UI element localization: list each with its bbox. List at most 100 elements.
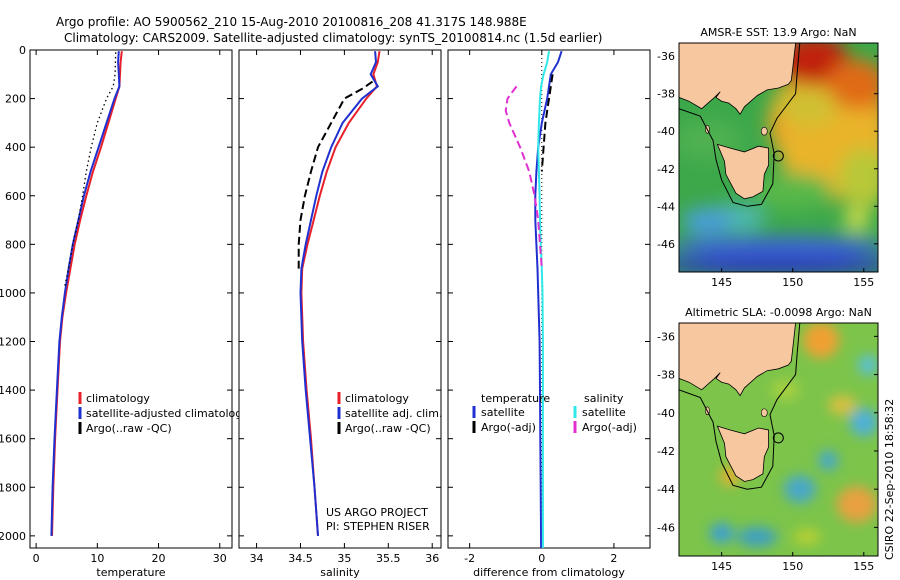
map-y-tick-label: -36 (657, 330, 675, 343)
map-y-tick-label: -38 (657, 88, 675, 101)
sla-patch (737, 526, 778, 547)
sst-patch (826, 59, 878, 110)
x-tick-label: 20 (152, 552, 166, 565)
panel-temperature: 0 200 400 600 800 1000 1200 1400 1600 1800 2000 0 10… (0, 44, 249, 579)
map-title: Altimetric SLA: -0.0098 Argo: NaN (685, 306, 872, 319)
timestamp-side-label: CSIRO 22-Sep-2010 18:58:32 (883, 399, 896, 560)
tasmania (716, 425, 769, 482)
panel-salinity: 34 34.5 35 35.5 36 salinity climatology satelli… (238, 49, 442, 579)
sla-patch (709, 523, 734, 544)
y-tick-label: 1600 (0, 433, 26, 446)
legend-label: Argo(-adj) (582, 421, 637, 434)
sla-patch (803, 323, 840, 359)
legend-label: satellite-adjusted climatology (86, 407, 249, 420)
flinders-island (760, 408, 768, 418)
y-tick-label: 400 (5, 141, 26, 154)
mainland-australia (679, 323, 797, 397)
legend-label: Argo(..raw -QC) (86, 422, 172, 435)
project-note-line2: PI: STEPHEN RISER (326, 520, 430, 533)
x-tick-label: 35 (337, 552, 351, 565)
plot-frame-temperature (29, 49, 233, 549)
map-title: AMSR-E SST: 13.9 Argo: NaN (700, 26, 856, 39)
map-y-tick-label: -40 (657, 407, 675, 420)
x-tick-label: 10 (90, 552, 104, 565)
series-line (504, 85, 543, 269)
map-y-tick-label: -38 (657, 369, 675, 382)
y-tick-label: 1400 (0, 384, 26, 397)
map-y-tick-label: -44 (657, 483, 675, 496)
sst-patch (752, 173, 833, 210)
sst-patch (679, 256, 878, 272)
map-y-tick-label: -46 (657, 238, 675, 251)
map-x-tick-label: 145 (711, 276, 732, 289)
sla-patch (858, 355, 878, 376)
map-y-tick-label: -44 (657, 200, 675, 213)
sst-patch (682, 207, 733, 236)
sla-patch (792, 528, 821, 545)
series-line (537, 51, 550, 548)
series-line (50, 51, 121, 536)
y-tick-label: 1800 (0, 481, 26, 494)
figure-title-line2: Climatology: CARS2009. Satellite-adjuste… (64, 31, 602, 45)
legend-label: satellite (481, 406, 525, 419)
plot-frame-salinity (238, 49, 442, 549)
sst-patch (679, 235, 878, 260)
argo-float-marker (772, 150, 784, 162)
x-tick-label: 2 (610, 552, 617, 565)
x-tick-label: 0 (538, 552, 545, 565)
map-x-tick-label: 145 (711, 560, 732, 573)
y-tick-label: 0 (19, 44, 26, 57)
flinders-island (760, 126, 768, 136)
map-x-tick-label: 155 (853, 276, 874, 289)
sla-patch (771, 379, 800, 400)
map-y-tick-label: -42 (657, 163, 675, 176)
plot-frame-difference (447, 49, 651, 549)
shelf-contour (679, 323, 801, 490)
mainland-australia (679, 43, 797, 116)
argo-float-marker (772, 432, 784, 444)
legend-header-salinity: salinity (584, 392, 624, 405)
sla-patch (828, 395, 857, 416)
map-x-tick-label: 150 (782, 560, 803, 573)
y-tick-label: 1000 (0, 287, 26, 300)
y-tick-label: 800 (5, 238, 26, 251)
series-line (63, 52, 117, 289)
map-y-tick-label: -36 (657, 50, 675, 63)
y-tick-label: 2000 (0, 530, 26, 543)
map-x-tick-label: 155 (853, 560, 874, 573)
sst-patch (844, 207, 869, 232)
legend-label: satellite adj. clim. (345, 407, 442, 420)
map-frame (678, 42, 879, 273)
series-line (534, 50, 563, 549)
legend-label: Argo(..raw -QC) (345, 422, 431, 435)
legend-label: climatology (345, 392, 409, 405)
sst-patch (776, 86, 837, 127)
project-note-line1: US ARGO PROJECT (326, 506, 428, 519)
map-panels: AMSR-E SST: 13.9 Argo: NaN 145 150 155 -36 -3… (657, 26, 879, 573)
x-axis-label: difference from climatology (473, 566, 625, 579)
series-line (540, 74, 554, 172)
map-y-tick-label: -40 (657, 125, 675, 138)
x-tick-label: 30 (213, 552, 227, 565)
x-tick-label: -2 (464, 552, 475, 565)
y-tick-label: 1200 (0, 336, 26, 349)
y-tick-label: 200 (5, 93, 26, 106)
x-axis-label: salinity (320, 566, 360, 579)
map-y-tick-label: -42 (657, 445, 675, 458)
legend-header-temperature: temperature (481, 392, 550, 405)
map-sst: AMSR-E SST: 13.9 Argo: NaN 145 150 155 -36 -3… (657, 26, 879, 289)
legend-label: climatology (86, 392, 150, 405)
sla-patch (818, 450, 839, 471)
map-frame (678, 322, 879, 557)
series-line (297, 80, 374, 269)
x-tick-label: 34.5 (288, 552, 313, 565)
series-line (299, 51, 380, 536)
tasmania (716, 143, 769, 200)
sla-patch (783, 475, 816, 504)
sst-patch (838, 148, 878, 209)
shelf-contour (679, 43, 801, 207)
map-sla: Altimetric SLA: -0.0098 Argo: NaN 145 150 1… (657, 306, 879, 573)
